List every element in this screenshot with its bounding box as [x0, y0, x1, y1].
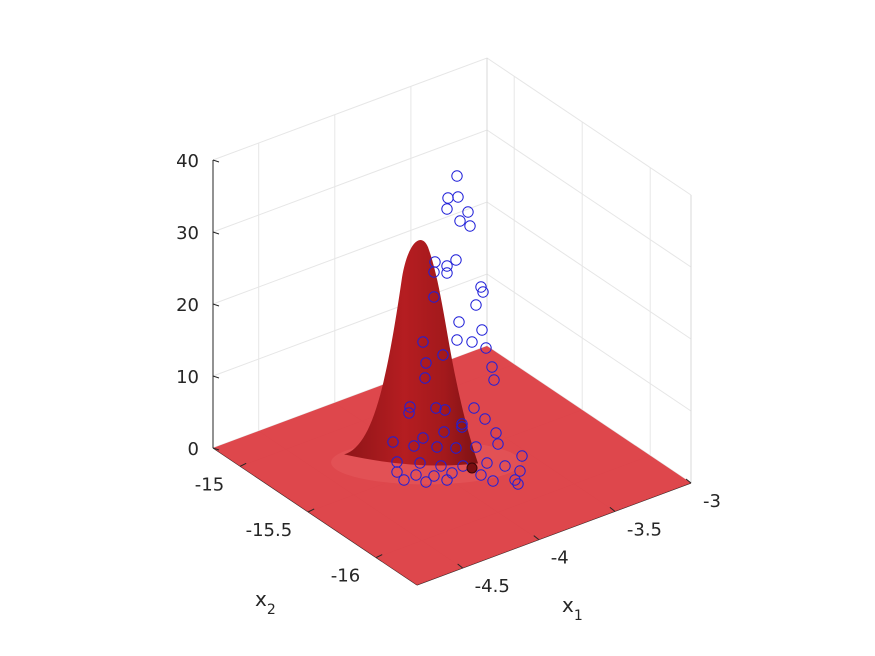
y-tick-mark — [307, 508, 315, 513]
scatter-point — [456, 421, 468, 433]
scatter-point — [451, 170, 463, 182]
z-tick-mark — [212, 231, 220, 235]
scatter-point — [492, 438, 504, 450]
scatter-point — [499, 460, 511, 472]
scatter-point — [410, 469, 422, 481]
y-tick-label: -15 — [195, 474, 224, 495]
scatter-point — [475, 469, 487, 481]
y-tick-mark — [239, 462, 247, 467]
scatter-point — [428, 266, 440, 278]
scatter-point — [490, 427, 502, 439]
scatter-point — [480, 342, 492, 354]
scatter-point — [470, 299, 482, 311]
x-axis-label: x1 — [562, 593, 583, 624]
y-axis-label: x2 — [255, 587, 276, 618]
z-tick-mark — [212, 303, 220, 307]
scatter-point — [438, 426, 450, 438]
scatter-point — [450, 254, 462, 266]
x-tick-mark — [533, 535, 540, 541]
scatter-point — [391, 466, 403, 478]
z-tick-label: 20 — [176, 295, 199, 316]
svg-text:x1: x1 — [562, 593, 583, 624]
scatter-point — [441, 260, 453, 272]
x-tick-label: -3.5 — [627, 519, 662, 540]
scatter-point — [417, 336, 429, 348]
scatter-point — [456, 418, 468, 430]
z-tick-label: 10 — [176, 367, 199, 388]
svg-text:x2: x2 — [255, 587, 276, 618]
scatter-point — [419, 372, 431, 384]
scatter-point — [462, 206, 474, 218]
scatter-point — [404, 401, 416, 413]
scatter-point — [420, 357, 432, 369]
y-tick-label: -15.5 — [246, 520, 293, 541]
scatter-point — [512, 478, 524, 490]
z-tick-mark — [212, 159, 220, 163]
x-tick-label: -4 — [551, 548, 569, 569]
scatter-point — [488, 374, 500, 386]
scatter-point — [452, 191, 464, 203]
x-tick-mark — [685, 478, 692, 484]
scatter-point — [428, 470, 440, 482]
scatter-point — [476, 324, 488, 336]
z-tick-label: 30 — [176, 223, 199, 244]
scatter-point — [408, 440, 420, 452]
y-tick-mark — [375, 554, 383, 559]
scatter-point — [468, 402, 480, 414]
scatter-point — [454, 215, 466, 227]
y-tick-label: -16 — [331, 566, 360, 587]
z-tick-mark — [212, 447, 220, 451]
scatter-point — [417, 432, 429, 444]
scatter-point — [514, 465, 526, 477]
surface-peak — [344, 240, 479, 466]
scatter-point — [441, 203, 453, 215]
scatter-point — [441, 267, 453, 279]
scatter-point — [509, 474, 521, 486]
surface — [213, 240, 691, 585]
scatter-point — [403, 407, 415, 419]
x-tick-mark — [457, 563, 463, 569]
scatter-point — [470, 441, 482, 453]
scatter-point — [428, 291, 440, 303]
scatter-point — [453, 316, 465, 328]
scatter-point — [431, 441, 443, 453]
z-grid-line — [212, 129, 692, 268]
scatter-point — [398, 474, 410, 486]
z-tick-label: 0 — [188, 439, 199, 460]
scatter-point — [387, 436, 399, 448]
scatter-point — [464, 220, 476, 232]
x-tick-label: -3 — [703, 491, 721, 512]
highlight-point — [466, 462, 478, 474]
scatter-point — [477, 286, 489, 298]
scatter-point — [479, 413, 491, 425]
scatter-point — [516, 450, 528, 462]
scatter-point — [430, 402, 442, 414]
scatter-point — [439, 404, 451, 416]
scatter-point — [441, 474, 453, 486]
scatter-point — [442, 192, 454, 204]
x-tick-mark — [609, 506, 616, 512]
scatter-point — [451, 334, 463, 346]
z-tick-mark — [212, 375, 220, 379]
scatter-point — [486, 361, 498, 373]
scatter-point — [481, 457, 493, 469]
scatter-point — [435, 460, 447, 472]
scatter-point — [450, 442, 462, 454]
scatter-point — [420, 476, 432, 488]
z-tick-label: 40 — [176, 151, 199, 172]
scatter-point — [487, 475, 499, 487]
x-tick-label: -4.5 — [475, 576, 510, 597]
tick-labels: 0 10 20 30 40 -4.5 -4 -3.5 -3 -15 -15.5 -16 — [176, 151, 721, 597]
scatter-points — [387, 170, 528, 490]
scatter-point — [466, 336, 478, 348]
scatter-point — [414, 457, 426, 469]
scatter-point — [475, 281, 487, 293]
scatter-point — [437, 349, 449, 361]
